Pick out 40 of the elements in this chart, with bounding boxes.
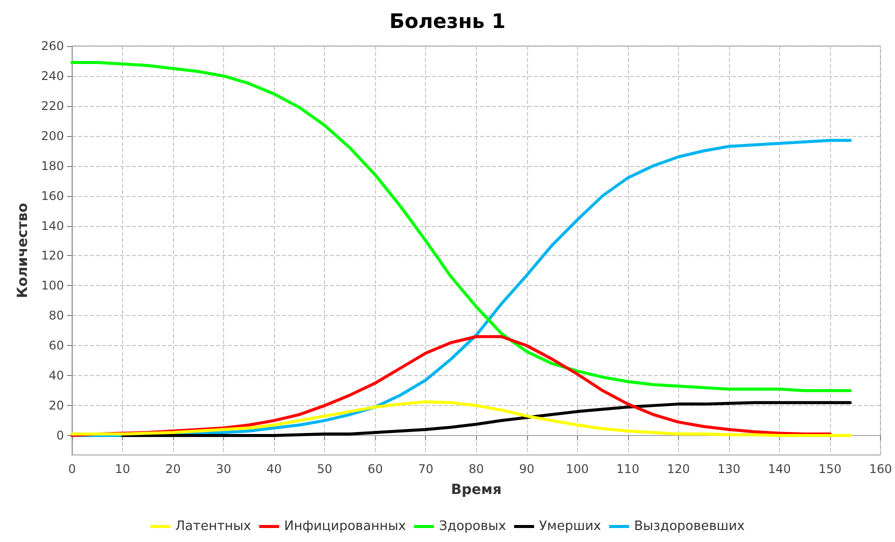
y-tick-label: 60 [48,338,64,353]
y-tick-label: 40 [48,368,64,383]
y-tick-label: 160 [41,188,64,203]
y-tick-label: 100 [41,278,64,293]
y-tick-label: 0 [56,428,64,443]
x-tick-label: 90 [519,462,534,476]
legend-label: Здоровых [439,519,506,534]
y-tick-label: 180 [41,158,64,173]
x-tick-label: 120 [666,462,690,476]
legend-label: Выздоровевших [634,519,746,534]
y-tick-label: 200 [41,128,64,143]
y-tick-label: 260 [41,39,64,53]
x-tick-label: 0 [68,462,76,476]
y-tick-label: 20 [48,398,64,413]
chart-title: Болезнь 1 [389,9,506,33]
x-tick-label: 110 [616,462,640,476]
y-tick-label: 120 [41,248,64,263]
x-tick-label: 160 [869,462,892,476]
line-series [70,60,852,392]
x-tick-label: 30 [216,462,232,476]
x-tick-label: 140 [768,462,791,476]
y-tick-label: 80 [48,308,64,323]
x-tick-label: 20 [165,462,181,476]
x-tick-label: 60 [368,462,383,476]
x-tick-label: 150 [818,462,842,476]
x-tick-label: 130 [717,462,740,476]
x-axis-title: Время [450,482,502,498]
x-tick-label: 100 [566,462,589,476]
y-axis-title: Количество [15,202,31,298]
legend-label: Инфицированных [284,519,406,534]
legend-label: Умерших [539,519,602,534]
y-tick-label: 220 [41,98,64,113]
x-tick-label: 40 [266,462,282,476]
legend-label: Латентных [175,519,252,534]
y-tick-label: 240 [41,68,64,83]
x-tick-label: 50 [317,462,332,476]
x-tick-label: 70 [418,462,434,476]
y-tick-label: 140 [41,218,64,233]
x-tick-label: 10 [114,462,130,476]
x-tick-label: 80 [468,462,484,476]
